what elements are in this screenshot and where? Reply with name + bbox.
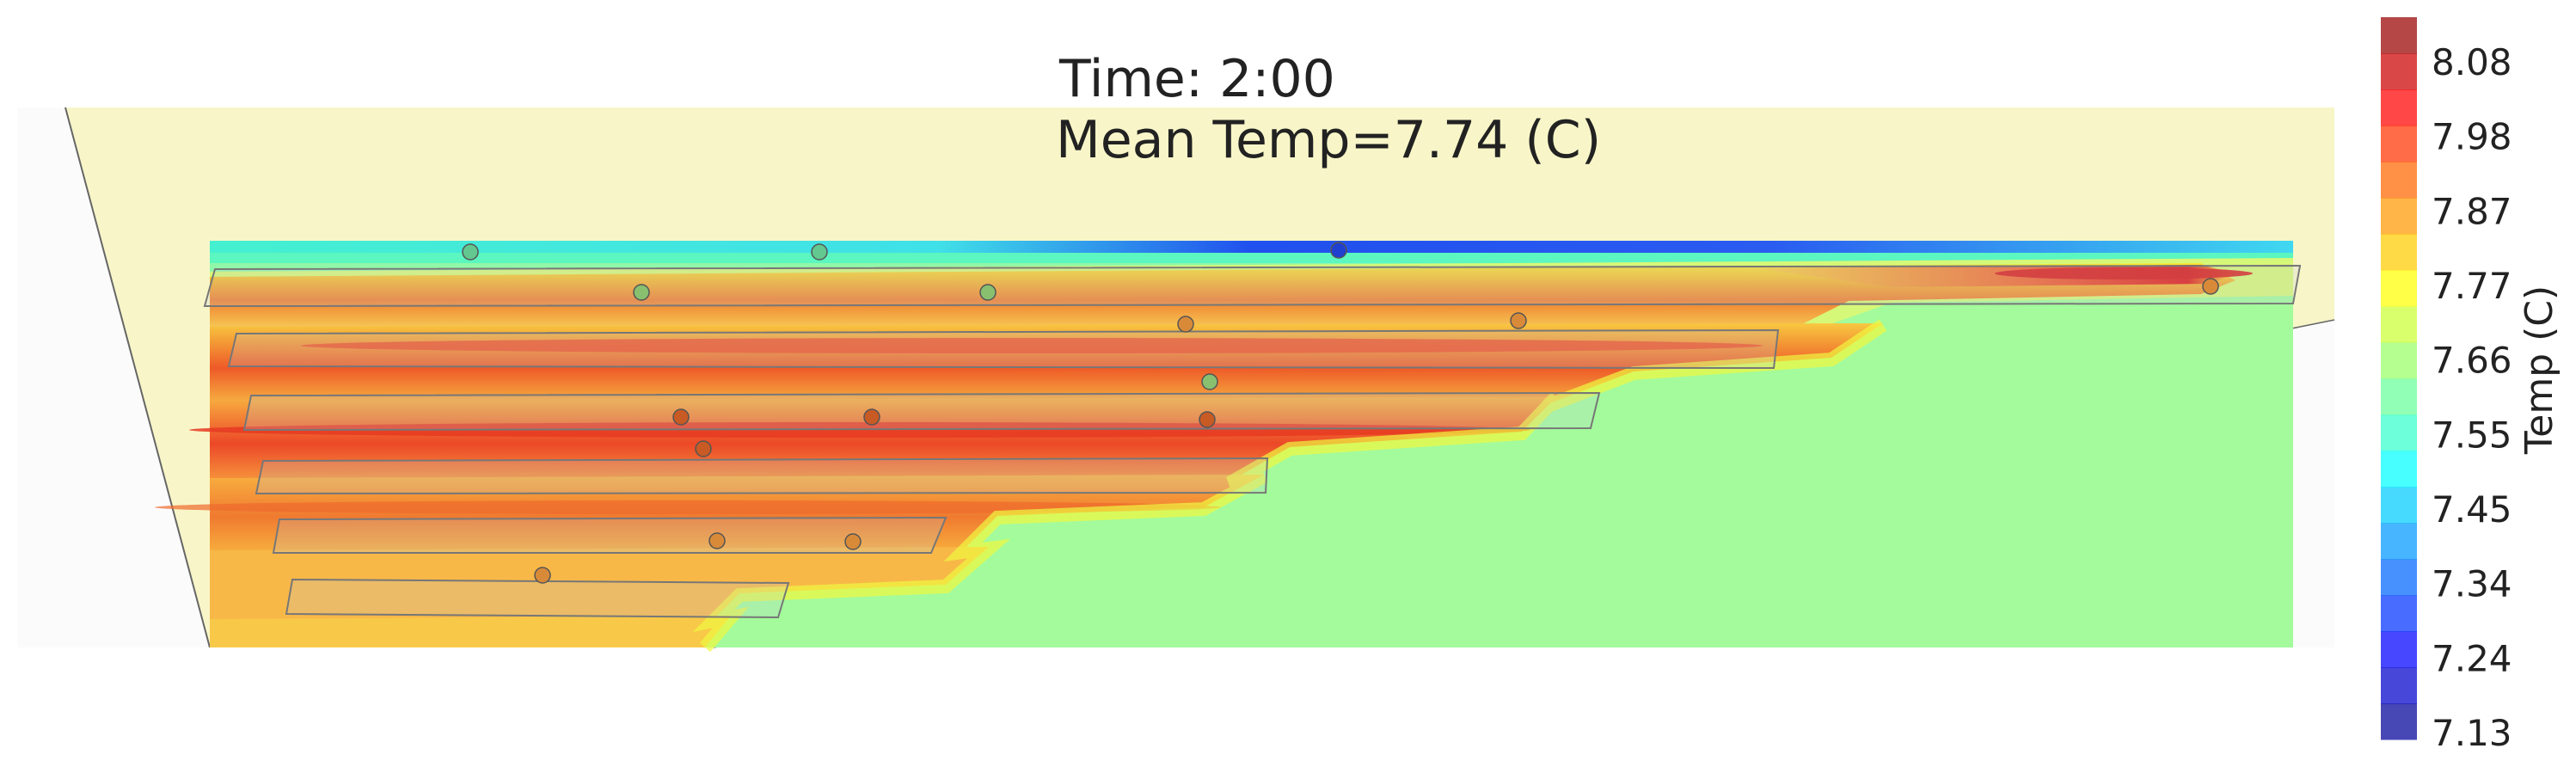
colorbar-level-7 [2381,451,2417,488]
colorbar-level-3 [2381,595,2417,632]
colorbar-level-18 [2381,53,2417,90]
colorbar-level-9 [2381,378,2417,415]
colorbar-level-2 [2381,631,2417,668]
colorbar-tick-label: 7.45 [2432,488,2512,531]
colorbar-tick-label: 7.87 [2432,190,2512,232]
colorbar-level-8 [2381,414,2417,451]
colorbar-level-5 [2381,523,2417,560]
chart-title: Time: 2:00 Mean Temp=7.74 (C) [1056,49,1601,170]
colorbar-level-12 [2381,270,2417,307]
colorbar-level-6 [2381,487,2417,524]
colorbar-level-0 [2381,703,2417,740]
colorbar-tick-label: 7.13 [2432,712,2512,754]
colorbar-tick-label: 7.77 [2432,265,2512,307]
sensor-points [462,242,2219,584]
colorbar-level-17 [2381,89,2417,126]
slab-outlines [203,264,2302,619]
colorbar-level-13 [2381,234,2417,271]
colorbar-label: Temp (C) [2518,285,2561,455]
colorbar-tick-label: 7.24 [2432,637,2512,679]
colorbar-level-15 [2381,162,2417,199]
colorbar-level-1 [2381,667,2417,704]
colorbar-level-4 [2381,559,2417,596]
colorbar-tick-label: 7.66 [2432,340,2512,382]
colorbar-level-14 [2381,198,2417,235]
colorbar-tick-label: 7.98 [2432,116,2512,158]
title-time: Time: 2:00 [1058,49,1335,109]
colorbar [2381,17,2417,740]
colorbar-tick-label: 7.34 [2432,563,2512,605]
colorbar-level-19 [2381,17,2417,54]
colorbar-level-10 [2381,342,2417,379]
title-mean-temp: Mean Temp=7.74 (C) [1056,110,1601,170]
colorbar-ticks: 8.08 7.98 7.87 7.77 7.66 7.55 7.45 7.34 7.24 7.13 [2432,41,2512,754]
colorbar-tick-label: 7.55 [2432,414,2512,456]
colorbar-tick-label: 8.08 [2432,41,2512,83]
colorbar-level-11 [2381,306,2417,343]
colorbar-level-16 [2381,126,2417,163]
